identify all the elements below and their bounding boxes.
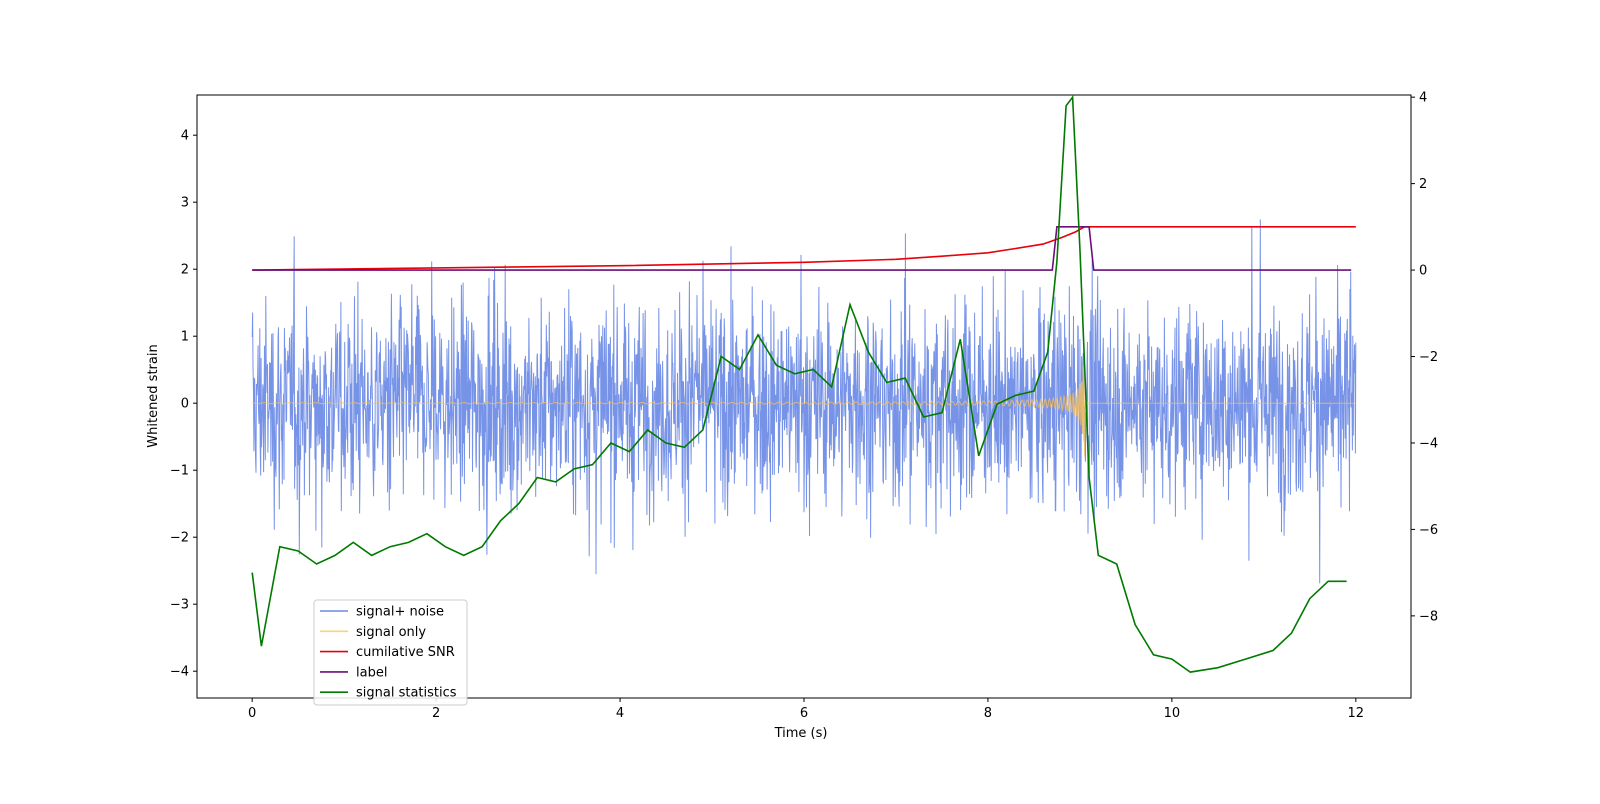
y2-tick-label: −6 (1419, 523, 1438, 538)
legend: signal+ noise signal only cumilative SNR la… (313, 599, 468, 706)
series-signal-statistics (251, 94, 1347, 673)
y2-tick-label: 0 (1419, 264, 1427, 279)
y-tick-label: 3 (181, 196, 189, 211)
legend-label: cumilative SNR (356, 645, 455, 660)
y2-tick-label: −4 (1419, 436, 1438, 451)
x-tick-label: 10 (1164, 706, 1181, 721)
y-ticks: −4 −3 −2 −1 0 1 2 3 4 (170, 129, 197, 680)
x-tick-label: 0 (248, 706, 256, 721)
y-tick-label: −2 (170, 531, 189, 546)
y-tick-label: 1 (181, 330, 189, 345)
series-signal-noise (251, 219, 1357, 584)
x-tick-label: 2 (432, 706, 440, 721)
legend-label: signal statistics (356, 686, 457, 701)
y-tick-label: 4 (181, 129, 189, 144)
y2-tick-label: −2 (1419, 350, 1438, 365)
y2-ticks: −8 −6 −4 −2 0 2 4 (1411, 91, 1438, 624)
x-tick-label: 8 (984, 706, 992, 721)
y-tick-label: 0 (181, 397, 189, 412)
y2-tick-label: 4 (1419, 91, 1427, 106)
y-tick-label: 2 (181, 263, 189, 278)
y-tick-label: −1 (170, 464, 189, 479)
x-tick-label: 12 (1348, 706, 1365, 721)
y-axis-label: Whitened strain (146, 344, 161, 447)
legend-label: label (356, 665, 387, 680)
series-signal-only (252, 349, 1356, 457)
series-cumulative-snr (252, 226, 1356, 271)
legend-label: signal only (356, 625, 426, 640)
y2-tick-label: −8 (1419, 609, 1438, 624)
y-tick-label: −3 (170, 598, 189, 613)
x-tick-label: 4 (616, 706, 624, 721)
x-tick-label: 6 (800, 706, 808, 721)
legend-label: signal+ noise (356, 605, 444, 620)
x-axis-label: Time (s) (774, 726, 828, 741)
plot-layer (251, 94, 1357, 673)
series-label (252, 226, 1352, 271)
legend-box (313, 599, 468, 706)
y2-tick-label: 2 (1419, 177, 1427, 192)
y-tick-label: −4 (170, 665, 189, 680)
